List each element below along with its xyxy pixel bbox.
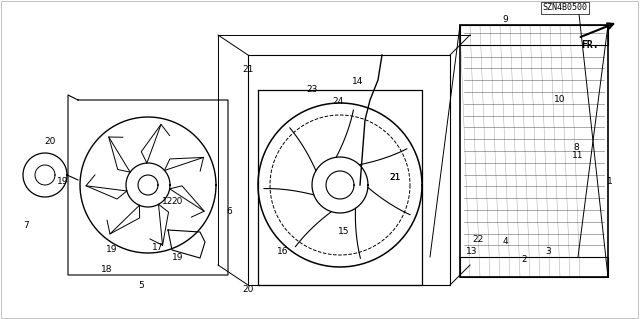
- Text: 20: 20: [172, 197, 182, 206]
- Text: 15: 15: [339, 227, 349, 236]
- Text: 18: 18: [101, 265, 113, 275]
- Text: 13: 13: [467, 248, 477, 256]
- Text: 1: 1: [607, 177, 613, 187]
- Text: 11: 11: [572, 151, 584, 160]
- Text: 21: 21: [389, 174, 401, 182]
- Text: 14: 14: [352, 78, 364, 86]
- Text: 3: 3: [545, 248, 551, 256]
- Text: SZN4B0500: SZN4B0500: [543, 4, 588, 12]
- Bar: [460, 25, 608, 45]
- Text: 21: 21: [243, 65, 253, 75]
- Text: 24: 24: [332, 98, 344, 107]
- Text: 16: 16: [277, 248, 289, 256]
- Text: 10: 10: [554, 95, 566, 105]
- Text: 19: 19: [106, 246, 118, 255]
- Text: 6: 6: [226, 207, 232, 217]
- Text: FR.: FR.: [581, 40, 599, 50]
- Text: 19: 19: [57, 177, 68, 187]
- Text: 4: 4: [502, 238, 508, 247]
- Bar: [460, 25, 608, 277]
- Text: 2: 2: [521, 256, 527, 264]
- Text: 23: 23: [307, 85, 317, 94]
- Text: 7: 7: [23, 220, 29, 229]
- Text: 20: 20: [44, 137, 56, 146]
- Text: 19: 19: [172, 254, 184, 263]
- Text: 9: 9: [502, 14, 508, 24]
- Text: 8: 8: [573, 144, 579, 152]
- Text: 5: 5: [138, 280, 144, 290]
- Text: 20: 20: [243, 286, 253, 294]
- Text: 22: 22: [472, 235, 484, 244]
- Bar: [460, 257, 608, 277]
- Text: 12: 12: [163, 197, 173, 206]
- Text: 21: 21: [389, 174, 401, 182]
- Text: 17: 17: [152, 243, 164, 253]
